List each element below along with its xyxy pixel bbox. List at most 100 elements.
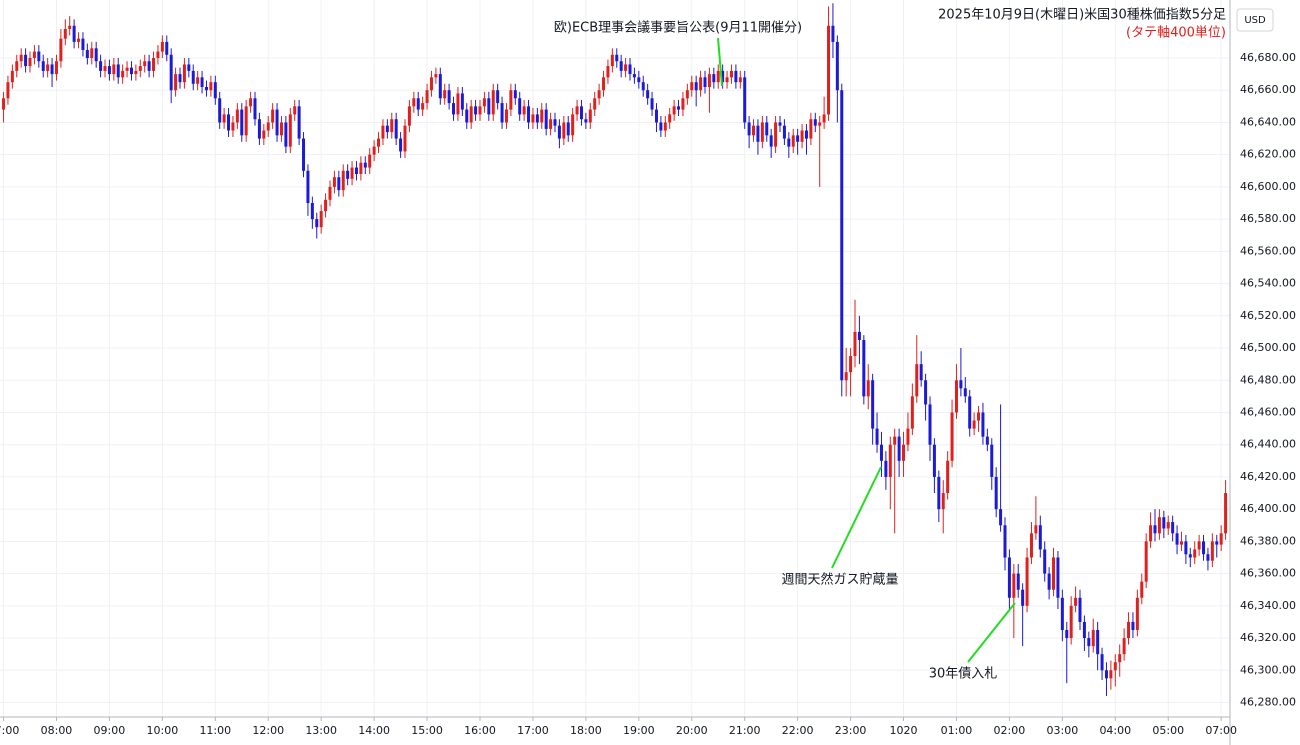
candle-body [275, 109, 279, 136]
candle-body [478, 106, 482, 115]
candle-body [1100, 654, 1104, 671]
candle-body [1060, 597, 1064, 630]
candle-body [663, 122, 667, 131]
candle-body [535, 114, 539, 123]
candle-body [174, 74, 178, 91]
x-tick-label: 18:00 [570, 724, 602, 737]
candle-body [800, 130, 804, 142]
candle-body [1122, 638, 1126, 655]
candle-body [875, 428, 879, 445]
candle-body [624, 64, 628, 71]
candle-body [77, 38, 81, 42]
candle-body [116, 64, 120, 78]
candle-body [743, 77, 747, 123]
candle-body [504, 109, 508, 123]
x-tick-label: 02:00 [994, 724, 1026, 737]
candle-body [928, 404, 932, 445]
candle-body [165, 41, 169, 55]
plot-area [2, 3, 1228, 697]
candle-body [831, 25, 835, 42]
candle-body [937, 476, 941, 510]
candle-body [646, 90, 650, 99]
candle-body [385, 125, 389, 133]
candle-body [575, 106, 579, 115]
candle-body [54, 61, 58, 75]
candle-body [1188, 554, 1192, 558]
candle-body [972, 420, 976, 429]
candle-body [134, 70, 138, 75]
x-tick-label: 15:00 [411, 724, 443, 737]
candle-body [434, 74, 438, 78]
candle-body [452, 103, 456, 115]
candle-body [222, 114, 226, 123]
candle-body [227, 114, 231, 131]
candle-body [610, 54, 614, 67]
candle-body [615, 54, 619, 62]
candle-body [421, 103, 425, 110]
candle-body [487, 98, 491, 115]
candle-body [571, 114, 575, 136]
candle-body [690, 82, 694, 91]
candle-body [103, 66, 107, 71]
chart-title: 2025年10月9日(木曜日)米国30種株価指数5分足 [938, 7, 1226, 23]
candle-body [302, 138, 306, 171]
candle-body [716, 70, 720, 83]
candle-body [121, 70, 125, 78]
annotation-line [717, 37, 723, 87]
candle-body [849, 356, 853, 373]
candle-body [919, 364, 923, 381]
candle-body [474, 106, 478, 115]
candle-body [1153, 525, 1157, 534]
candle-body [213, 82, 217, 99]
candle-body [68, 25, 72, 30]
candle-body [796, 135, 800, 142]
candle-body [46, 64, 50, 71]
candle-body [262, 130, 266, 139]
candle-body [138, 66, 142, 71]
candle-body [196, 77, 200, 84]
y-tick-label: 46,300.00 [1240, 663, 1296, 676]
candle-body [946, 460, 950, 494]
candle-body [1131, 621, 1135, 630]
candle-body [981, 412, 985, 437]
candle-body [72, 25, 76, 42]
x-tick-label: 16:00 [464, 724, 496, 737]
candle-body [1171, 522, 1175, 534]
candle-body [1109, 670, 1113, 679]
candle-body [729, 70, 733, 78]
x-tick-label: 1020 [890, 724, 918, 737]
candle-body [249, 98, 253, 107]
candle-body [1043, 549, 1047, 574]
candle-body [813, 119, 817, 126]
candle-body [429, 77, 433, 91]
candle-body [990, 444, 994, 477]
candle-body [1069, 605, 1073, 639]
candle-body [844, 372, 848, 381]
candle-body [1029, 533, 1033, 558]
candle-body [1149, 525, 1153, 542]
candle-body [482, 98, 486, 107]
candle-body [125, 67, 129, 71]
x-tick-label: 05:00 [1152, 724, 1184, 737]
candle-body [235, 109, 239, 123]
candle-body [319, 211, 323, 228]
y-tick-label: 46,640.00 [1240, 115, 1296, 128]
x-tick-label: 11:00 [199, 724, 231, 737]
candle-body [694, 82, 698, 91]
candle-body [650, 98, 654, 110]
candle-body [1193, 549, 1197, 558]
candle-body [579, 106, 583, 120]
candle-body [721, 70, 725, 83]
candle-body [725, 77, 729, 83]
candle-body [866, 380, 870, 397]
candle-body [99, 61, 103, 71]
candle-body [884, 460, 888, 477]
candle-body [738, 77, 742, 83]
candle-body [50, 64, 54, 75]
candle-body [1052, 557, 1056, 590]
candle-body [341, 170, 345, 191]
candle-body [518, 98, 522, 115]
candle-body [699, 77, 703, 91]
candle-body [346, 170, 350, 179]
candle-body [359, 162, 363, 175]
